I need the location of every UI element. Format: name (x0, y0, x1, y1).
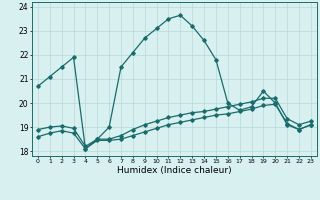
X-axis label: Humidex (Indice chaleur): Humidex (Indice chaleur) (117, 166, 232, 175)
